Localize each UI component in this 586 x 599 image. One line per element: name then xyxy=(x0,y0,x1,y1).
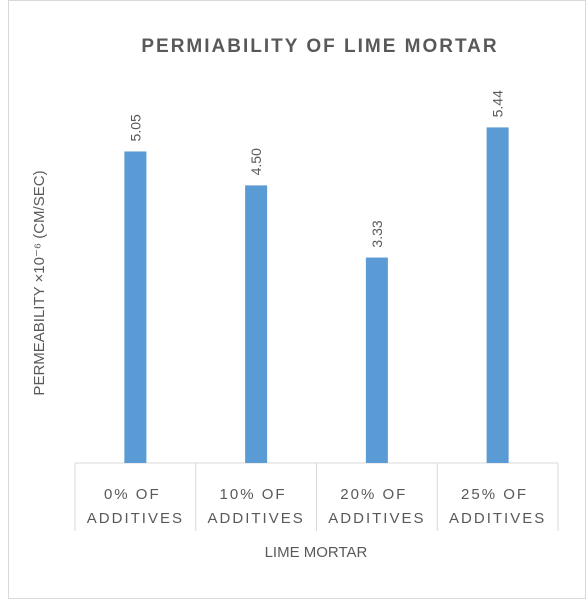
data-label: 4.50 xyxy=(248,148,264,175)
bar xyxy=(245,185,268,463)
bar xyxy=(365,257,388,463)
x-axis-label: LIME MORTAR xyxy=(265,544,368,561)
data-label: 5.05 xyxy=(127,114,143,141)
x-tick-label: 0% OF ADDITIVES xyxy=(87,486,184,527)
chart-title: PERMIABILITY OF LIME MORTAR xyxy=(141,36,498,57)
x-tick-label: 20% OF ADDITIVES xyxy=(328,486,425,527)
data-label: 3.33 xyxy=(369,220,385,247)
x-tick-label: 25% OF ADDITIVES xyxy=(449,486,546,527)
bar xyxy=(124,151,147,463)
data-label: 5.44 xyxy=(490,90,506,117)
y-axis-label: PERMEABILITY ×10⁻⁶ (CM/SEC) xyxy=(31,170,48,395)
x-tick-label: 10% OF ADDITIVES xyxy=(208,486,305,527)
bar xyxy=(486,127,509,463)
